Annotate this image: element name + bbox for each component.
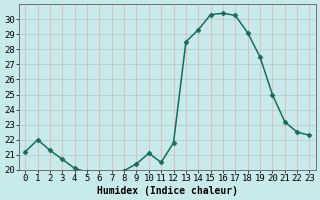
X-axis label: Humidex (Indice chaleur): Humidex (Indice chaleur) bbox=[97, 186, 238, 196]
